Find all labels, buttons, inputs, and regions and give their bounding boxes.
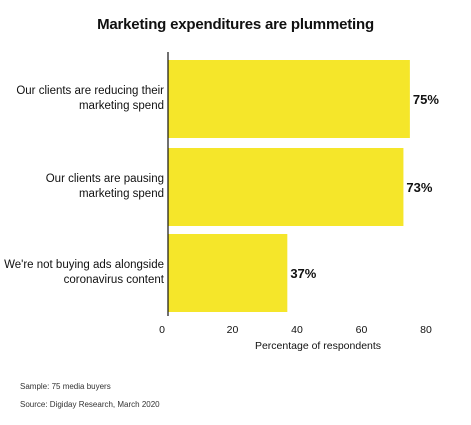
category-label-line: Our clients are pausing bbox=[45, 173, 164, 185]
category-label-line: We're not buying ads alongside bbox=[4, 259, 164, 271]
category-label-line: coronavirus content bbox=[63, 274, 164, 286]
category-label-line: marketing spend bbox=[78, 188, 164, 200]
source-note: Source: Digiday Research, March 2020 bbox=[20, 400, 160, 409]
bar bbox=[168, 60, 410, 138]
x-axis-label: Percentage of respondents bbox=[255, 340, 381, 352]
x-tick-label: 60 bbox=[356, 324, 368, 336]
data-label: 37% bbox=[290, 266, 316, 281]
category-label-line: Our clients are reducing their bbox=[16, 85, 164, 97]
x-tick-label: 20 bbox=[227, 324, 239, 336]
bar bbox=[168, 148, 404, 226]
category-label: Our clients are pausing marketing spend bbox=[0, 172, 164, 202]
category-label: Our clients are reducing their marketing … bbox=[0, 84, 164, 114]
chart-title: Marketing expenditures are plummeting bbox=[97, 16, 374, 33]
bar bbox=[168, 234, 288, 312]
x-tick-label: 0 bbox=[159, 324, 165, 336]
x-tick-label: 80 bbox=[420, 324, 432, 336]
data-label: 75% bbox=[413, 92, 439, 107]
sample-note: Sample: 75 media buyers bbox=[20, 382, 111, 391]
x-tick-label: 40 bbox=[291, 324, 303, 336]
data-label: 73% bbox=[406, 180, 432, 195]
category-label-line: marketing spend bbox=[78, 100, 164, 112]
category-label: We're not buying ads alongside coronaviru… bbox=[0, 258, 164, 288]
